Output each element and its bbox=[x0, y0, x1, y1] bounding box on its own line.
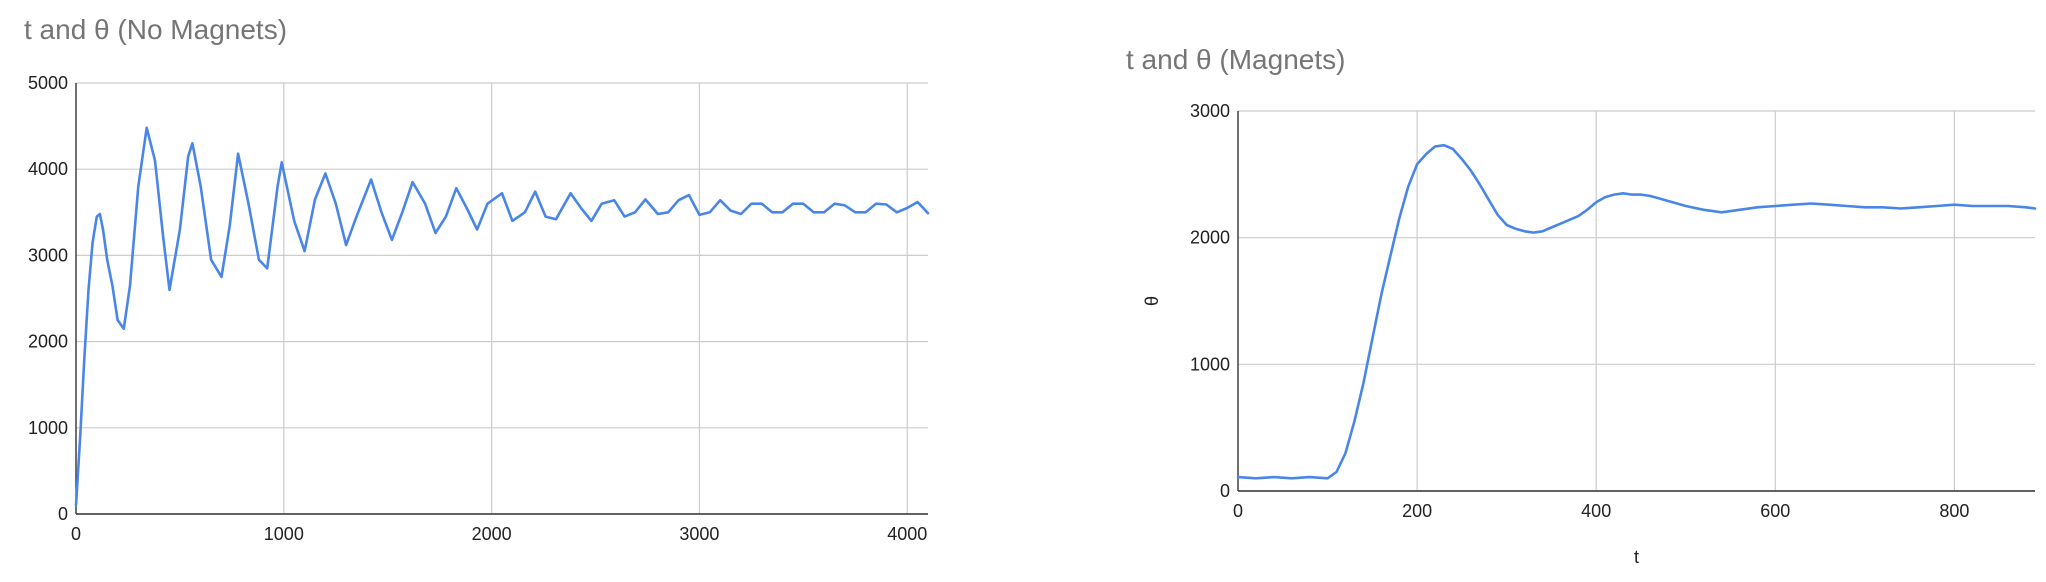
y-tick-label: 1000 bbox=[1190, 354, 1230, 374]
x-tick-label: 400 bbox=[1581, 501, 1611, 521]
y-tick-label: 2000 bbox=[28, 332, 68, 352]
series-line bbox=[1236, 143, 2037, 480]
chart-plot-area: 0 1000 2000 3000 0 200 400 600 800 t θ bbox=[1142, 101, 2037, 567]
x-tick-label: 800 bbox=[1939, 501, 1969, 521]
x-axis-label: t bbox=[1634, 547, 1639, 567]
series-line bbox=[74, 126, 930, 507]
chart-plot-area: 0 1000 2000 3000 4000 5000 0 1000 2000 3000 4000 bbox=[28, 73, 930, 544]
y-tick-label: 3000 bbox=[28, 245, 68, 265]
y-tick-label: 3000 bbox=[1190, 101, 1230, 121]
x-tick-label: 0 bbox=[71, 524, 81, 544]
x-tick-label: 2000 bbox=[472, 524, 512, 544]
x-tick-label: 0 bbox=[1233, 501, 1243, 521]
x-tick-label: 1000 bbox=[264, 524, 304, 544]
x-tick-label: 200 bbox=[1402, 501, 1432, 521]
x-tick-label: 4000 bbox=[887, 524, 927, 544]
y-tick-label: 0 bbox=[1220, 481, 1230, 501]
chart-no-magnets: t and θ (No Magnets) 0 1000 2000 3000 4000 50… bbox=[0, 0, 960, 582]
chart-magnets: t and θ (Magnets) 0 1000 2000 3000 0 200 400 60… bbox=[1110, 0, 2046, 582]
chart-title: t and θ (Magnets) bbox=[1126, 44, 1346, 75]
x-tick-label: 3000 bbox=[679, 524, 719, 544]
chart-title: t and θ (No Magnets) bbox=[24, 14, 288, 45]
y-tick-label: 1000 bbox=[28, 418, 68, 438]
x-tick-label: 600 bbox=[1760, 501, 1790, 521]
y-tick-label: 0 bbox=[58, 504, 68, 524]
y-axis-label: θ bbox=[1142, 296, 1162, 306]
y-tick-label: 4000 bbox=[28, 159, 68, 179]
y-tick-label: 2000 bbox=[1190, 228, 1230, 248]
y-tick-label: 5000 bbox=[28, 73, 68, 93]
